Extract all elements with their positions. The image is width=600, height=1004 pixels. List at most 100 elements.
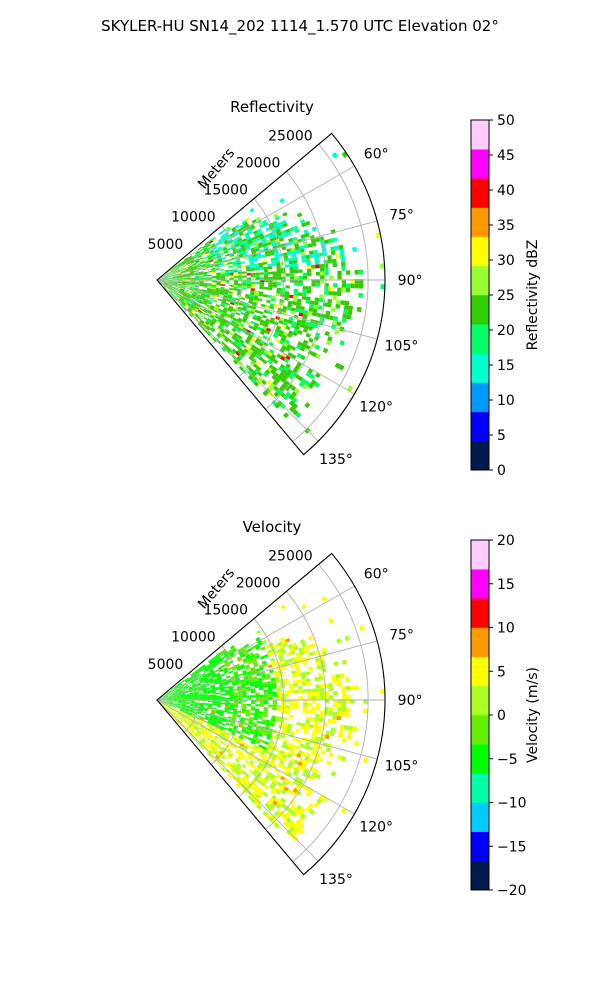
echo-cell: [221, 674, 226, 677]
echo-cell: [251, 282, 255, 284]
echo-cell: [277, 708, 282, 711]
echo-cell: [251, 708, 256, 711]
colorbar-segment: [471, 832, 489, 861]
echo-cell: [260, 697, 264, 700]
echo-cell: [333, 691, 338, 695]
echo-cell: [203, 317, 207, 321]
echo-cell: [358, 293, 363, 298]
echo-cell: [290, 703, 294, 706]
echo-cell: [324, 331, 329, 336]
echo-cell: [303, 703, 307, 707]
echo-cell: [324, 283, 328, 287]
echo-cell: [348, 726, 353, 731]
echo-cell: [288, 258, 293, 262]
echo-cell: [229, 671, 234, 674]
echo-cell: [247, 282, 251, 284]
echo-cell: [225, 723, 230, 726]
echo-cell: [290, 664, 295, 668]
echo-cell: [261, 254, 266, 257]
echo-cell: [302, 296, 307, 300]
echo-cell: [268, 686, 273, 689]
echo-cell: [264, 692, 268, 695]
echo-cell: [247, 277, 251, 279]
echo-cell: [242, 271, 246, 273]
echo-cell: [218, 299, 223, 302]
echo-cell: [305, 720, 310, 724]
echo-cell: [340, 300, 345, 305]
echo-cell: [247, 704, 251, 706]
echo-cell: [306, 717, 311, 721]
echo-cell: [339, 729, 344, 734]
echo-cell: [260, 284, 265, 287]
echo-cell: [217, 698, 221, 699]
echo-cell: [247, 737, 252, 741]
echo-cell: [336, 638, 342, 644]
echo-cell: [268, 272, 272, 275]
echo-cell: [229, 694, 233, 696]
colorbar-segment: [471, 324, 489, 353]
echo-cell: [336, 678, 341, 683]
echo-cell: [268, 287, 273, 290]
echo-cell: [316, 707, 321, 711]
echo-cell: [268, 266, 273, 269]
figure-suptitle: SKYLER-HU SN14_202 1114_1.570 UTC Elevat…: [101, 17, 499, 36]
echo-cell: [355, 270, 360, 275]
echo-cell: [306, 258, 311, 262]
echo-cell: [267, 295, 272, 298]
echo-cell: [306, 297, 311, 301]
colorbar-segment: [471, 598, 489, 627]
colorbar-tick-label: 30: [497, 253, 515, 269]
echo-cell: [243, 735, 248, 739]
echo-cell: [323, 260, 328, 264]
echo-cell: [202, 268, 207, 270]
echo-cell: [299, 696, 303, 699]
echo-cell: [204, 281, 208, 282]
echo-cell: [247, 273, 252, 275]
echo-cell: [230, 698, 234, 700]
reflectivity-panel: Reflectivity 50001000015000200002500060°…: [148, 98, 541, 479]
echo-cell: [242, 696, 246, 698]
colorbar-segment: [471, 120, 489, 149]
echo-cell: [239, 673, 244, 676]
echo-cell: [359, 270, 364, 275]
echo-cell: [213, 257, 218, 260]
echo-cell: [192, 713, 196, 716]
echo-cell: [308, 636, 313, 641]
echo-cell: [294, 289, 299, 293]
echo-cell: [315, 298, 320, 302]
echo-cell: [286, 693, 290, 696]
echo-cell: [311, 706, 316, 710]
echo-cell: [330, 727, 335, 732]
echo-cell: [350, 284, 354, 289]
echo-cell: [328, 711, 333, 715]
echo-cell: [242, 693, 247, 695]
echo-cell: [319, 298, 324, 302]
echo-cell: [315, 684, 320, 688]
echo-cell: [212, 277, 216, 279]
echo-cell: [333, 703, 338, 707]
echo-cell: [302, 293, 307, 297]
echo-cell: [311, 283, 316, 287]
echo-cell: [337, 682, 342, 687]
echo-cell: [250, 688, 255, 691]
echo-cell: [242, 704, 246, 706]
echo-cell: [341, 712, 346, 717]
echo-cell: [212, 701, 216, 703]
echo-cell: [347, 730, 352, 735]
echo-cell: [326, 760, 332, 765]
echo-cell: [316, 692, 320, 696]
range-tick-label: 25000: [268, 548, 313, 564]
echo-cell: [294, 266, 299, 270]
echo-cell: [217, 281, 221, 283]
echo-cell: [218, 746, 223, 750]
colorbar-segment: [471, 237, 489, 266]
echo-cell: [242, 282, 246, 284]
echo-cell: [305, 671, 310, 675]
echo-cell: [315, 714, 320, 718]
echo-cell: [251, 706, 256, 709]
echo-cell: [240, 312, 245, 316]
echo-cell: [311, 265, 316, 269]
echo-cell: [212, 704, 216, 706]
echo-cell: [346, 695, 350, 700]
echo-cell: [246, 286, 251, 288]
